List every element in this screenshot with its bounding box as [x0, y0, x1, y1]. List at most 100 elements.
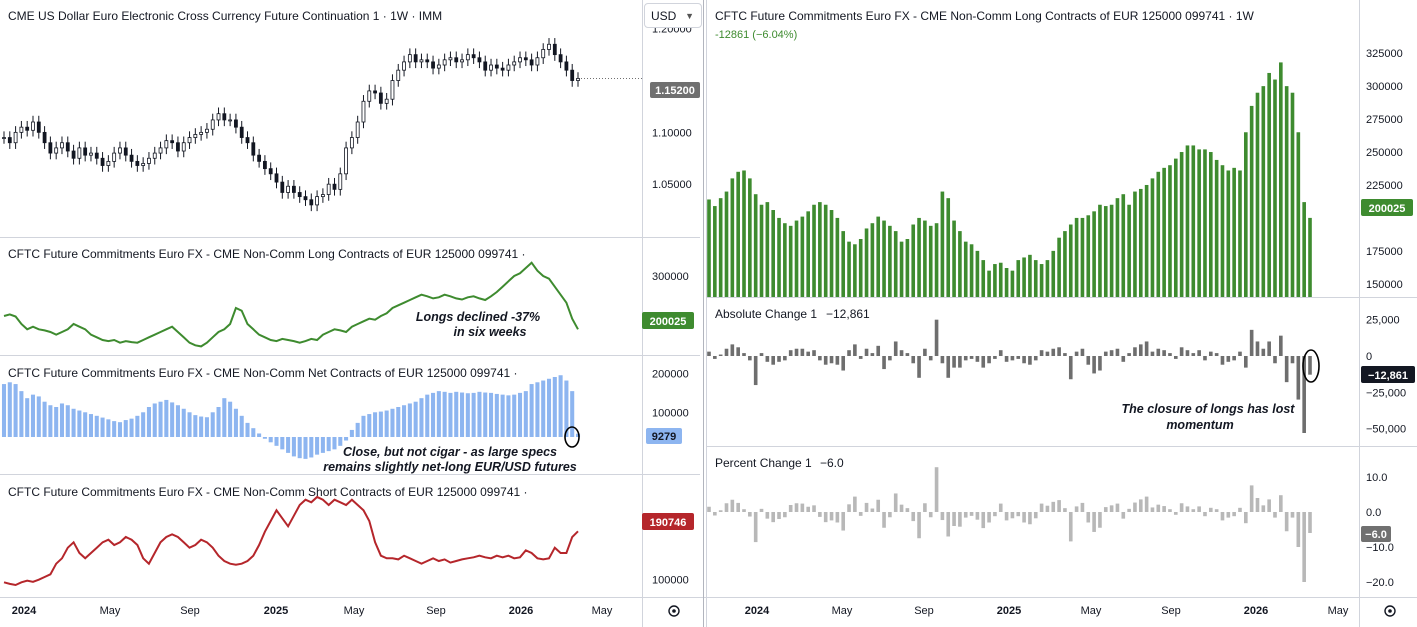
price-title: CME US Dollar Euro Electronic Cross Curr… — [8, 9, 442, 23]
net-bar — [338, 437, 343, 446]
right-longs-bar — [940, 191, 945, 297]
net-bar — [7, 382, 12, 437]
right-longs-bar — [1197, 149, 1201, 297]
price-candle — [547, 43, 551, 50]
currency-select[interactable]: USD ▼ — [644, 3, 702, 28]
net-bar — [280, 437, 285, 450]
net-bar — [378, 411, 383, 437]
price-candle — [251, 142, 256, 156]
price-candle — [425, 59, 430, 63]
net-bar — [431, 392, 436, 437]
pct-change-bar — [1191, 509, 1196, 512]
net-bar — [552, 377, 557, 437]
net-bar — [222, 398, 227, 437]
price-candle — [48, 142, 53, 154]
price-candle — [2, 137, 6, 139]
right-longs-axis-tick: 150000 — [1366, 279, 1403, 291]
abs-change-bar — [736, 347, 740, 356]
right-longs-bar — [730, 178, 735, 297]
net-bar — [297, 437, 302, 459]
price-candle — [280, 181, 285, 193]
price-candle — [535, 57, 540, 66]
pct-axis-tick: 10.0 — [1366, 472, 1387, 484]
right-longs-bar — [1121, 194, 1126, 297]
abs-change-bar — [1133, 347, 1137, 356]
net-bar — [286, 437, 291, 453]
net-bar — [193, 415, 198, 437]
pct-change-bar — [1051, 501, 1056, 512]
pct-change-bar — [835, 512, 840, 523]
net-bar — [349, 429, 354, 437]
shorts-line — [3, 495, 579, 587]
pct-change-bar — [1028, 512, 1032, 525]
pct-change-bar — [748, 512, 752, 517]
right-longs-bar — [1045, 260, 1050, 297]
right-longs-bar — [981, 260, 986, 297]
left-settings-icon[interactable] — [668, 605, 680, 617]
abs-change-bar — [788, 350, 793, 356]
pct-change-bar — [1033, 512, 1038, 519]
price-candle — [332, 183, 337, 190]
net-bar — [407, 403, 412, 437]
right-longs-bar — [1016, 260, 1021, 297]
right-longs-bar — [934, 223, 939, 297]
abs-change-bar — [812, 350, 816, 356]
right-longs-axis-tick: 175000 — [1366, 246, 1403, 258]
price-candle — [106, 160, 111, 166]
pct-change-bar — [981, 512, 986, 529]
abs-change-bar — [771, 356, 775, 365]
price-candle — [77, 147, 82, 159]
right-longs-bar — [1302, 202, 1306, 297]
abs-change-bar — [730, 344, 735, 356]
abs-change-bar — [917, 356, 921, 378]
longs-line — [3, 261, 579, 348]
price-candle — [123, 147, 128, 156]
pct-change-bar — [1080, 502, 1085, 512]
pct-change-bar — [1115, 503, 1120, 512]
pct-axis-tick: 0.0 — [1366, 507, 1381, 519]
abs-change-bar — [858, 356, 863, 359]
net-bar — [199, 416, 204, 437]
right-longs-bar — [1168, 165, 1172, 297]
right-longs-bar — [958, 231, 962, 297]
abs-change-bar — [905, 353, 910, 356]
abs-change-bar — [1004, 356, 1009, 362]
net-bar — [181, 408, 186, 437]
net-bar — [54, 407, 59, 437]
net-bar — [170, 402, 175, 437]
abs-change-bar — [1045, 351, 1050, 356]
pct-change-bar — [893, 493, 898, 512]
right-longs-last-badge: 200025 — [1361, 199, 1413, 216]
price-candle — [239, 126, 244, 138]
right-longs-bar — [1022, 257, 1026, 297]
net-bar — [309, 437, 314, 458]
right-longs-bar — [876, 216, 881, 297]
price-candle — [373, 90, 377, 94]
pct-change-bar — [952, 512, 956, 526]
price-candle — [419, 59, 424, 63]
net-bar — [529, 384, 534, 437]
price-candle — [442, 59, 447, 66]
price-candle — [164, 140, 169, 149]
pct-change-bar — [1022, 512, 1026, 523]
right-settings-icon[interactable] — [1384, 605, 1396, 617]
price-candles — [2, 38, 642, 212]
price-candle — [158, 147, 163, 154]
abs-change-bar — [928, 356, 933, 361]
right-longs-bar — [1138, 188, 1143, 297]
price-candle — [94, 152, 99, 159]
price-candle — [31, 121, 35, 131]
price-candle — [141, 163, 146, 166]
net-bar — [390, 408, 395, 437]
pct-change-bar — [888, 512, 892, 518]
right-time-tick: 2025 — [997, 605, 1021, 617]
net-bar — [141, 412, 146, 437]
svg-text:−6.0: −6.0 — [1365, 529, 1387, 541]
abs-change-bar — [1121, 356, 1126, 362]
right-longs-bar — [759, 204, 764, 297]
net-bar — [135, 415, 140, 437]
pct-change-bar — [1185, 506, 1190, 512]
price-candle — [100, 157, 105, 166]
pct-change-bar — [1144, 496, 1149, 512]
price-candle — [523, 57, 528, 61]
